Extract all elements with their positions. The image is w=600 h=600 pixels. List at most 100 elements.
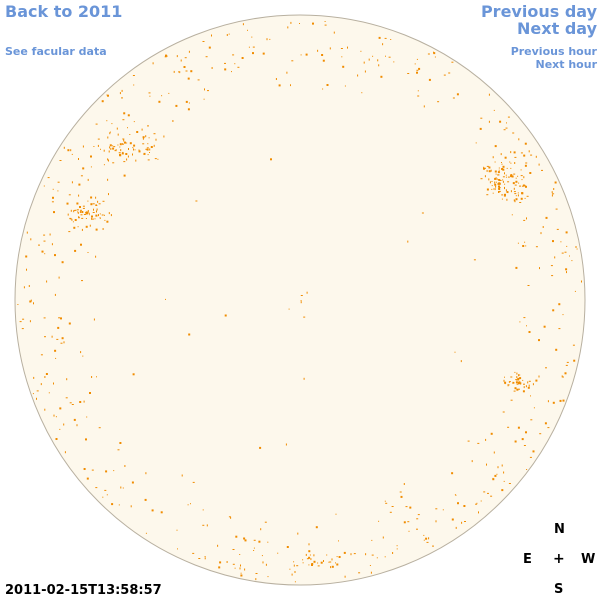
facula-speck — [494, 474, 497, 477]
compass-east-label: E — [523, 552, 532, 567]
facula-speck — [407, 240, 409, 243]
facula-speck — [204, 556, 206, 557]
facula-speck — [267, 576, 269, 578]
facula-speck — [266, 38, 268, 41]
facula-speck — [275, 78, 277, 80]
facula-speck — [57, 190, 59, 192]
facula-speck — [71, 404, 74, 405]
facula-speck — [561, 252, 564, 254]
facula-speck — [347, 46, 348, 49]
facula-speck — [515, 381, 518, 384]
faculae-layer — [17, 21, 582, 583]
facula-speck — [187, 108, 190, 111]
facula-speck — [132, 75, 135, 76]
facula-speck — [479, 127, 482, 130]
facula-speck — [40, 354, 43, 356]
facula-speck — [350, 553, 352, 556]
facula-speck — [218, 566, 221, 569]
facula-speck — [565, 231, 568, 234]
facula-speck — [77, 211, 79, 214]
facula-speck — [79, 211, 81, 213]
facula-speck — [251, 36, 253, 38]
facula-speck — [535, 246, 538, 248]
facula-speck — [523, 383, 525, 385]
compass-west-label: W — [581, 552, 596, 567]
facula-speck — [517, 382, 520, 384]
facula-speck — [538, 163, 540, 166]
facula-speck — [66, 202, 69, 205]
facula-speck — [302, 559, 304, 561]
facula-speck — [91, 469, 94, 471]
facula-speck — [109, 132, 111, 135]
back-to-year-link[interactable]: Back to 2011 — [5, 2, 123, 21]
facula-speck — [516, 383, 519, 385]
facula-speck — [120, 486, 122, 489]
facula-speck — [382, 536, 384, 539]
facula-speck — [547, 427, 550, 429]
facula-speck — [55, 438, 58, 440]
facula-speck — [464, 521, 466, 522]
facula-speck — [513, 191, 516, 193]
facula-speck — [538, 375, 540, 378]
facula-speck — [502, 180, 504, 183]
facula-speck — [518, 374, 520, 377]
facula-speck — [300, 300, 302, 302]
facula-speck — [259, 446, 262, 449]
facula-speck — [29, 300, 32, 303]
facula-speck — [293, 564, 295, 567]
facula-speck — [353, 553, 356, 555]
facula-speck — [241, 57, 244, 59]
facula-speck — [41, 250, 44, 253]
facula-speck — [519, 202, 522, 203]
facula-speck — [112, 162, 115, 164]
facula-speck — [330, 566, 332, 569]
facula-speck — [504, 186, 505, 189]
facula-speck — [514, 193, 517, 195]
facula-speck — [291, 573, 293, 576]
facula-speck — [506, 122, 507, 124]
facula-speck — [148, 92, 151, 94]
facula-speck — [566, 271, 567, 274]
facula-speck — [119, 92, 121, 95]
previous-day-link[interactable]: Previous day — [480, 2, 597, 21]
facula-speck — [520, 175, 523, 177]
facula-speck — [516, 376, 518, 379]
facula-speck — [552, 193, 555, 195]
facula-speck — [416, 58, 418, 60]
facula-speck — [416, 71, 418, 74]
facula-speck — [574, 290, 576, 292]
facula-speck — [28, 285, 30, 287]
facula-speck — [289, 568, 291, 570]
facula-speck — [322, 88, 324, 90]
facula-speck — [323, 560, 324, 562]
facula-speck — [142, 143, 145, 145]
facula-speck — [418, 67, 421, 70]
facula-speck — [576, 248, 578, 250]
facula-speck — [109, 146, 111, 149]
facula-speck — [524, 241, 526, 243]
facula-speck — [57, 326, 60, 329]
facula-speck — [416, 528, 418, 530]
facula-speck — [428, 537, 430, 540]
facula-speck — [407, 521, 410, 523]
previous-hour-link[interactable]: Previous hour — [510, 45, 597, 58]
facula-speck — [460, 360, 462, 363]
facula-speck — [525, 385, 527, 388]
facula-speck — [198, 558, 201, 559]
facula-speck — [111, 503, 114, 506]
facula-speck — [502, 168, 505, 171]
see-facular-data-link[interactable]: See facular data — [5, 45, 107, 58]
facula-speck — [85, 211, 88, 214]
facula-speck — [526, 217, 527, 220]
facula-speck — [391, 506, 394, 507]
facula-speck — [558, 303, 561, 306]
facula-speck — [305, 53, 308, 56]
facula-speck — [44, 336, 46, 338]
facula-speck — [514, 162, 516, 164]
facula-speck — [122, 119, 125, 121]
facula-speck — [173, 70, 175, 73]
facula-speck — [326, 554, 328, 556]
next-hour-link[interactable]: Next hour — [535, 58, 598, 71]
next-day-link[interactable]: Next day — [517, 19, 597, 38]
facula-speck — [43, 317, 46, 319]
